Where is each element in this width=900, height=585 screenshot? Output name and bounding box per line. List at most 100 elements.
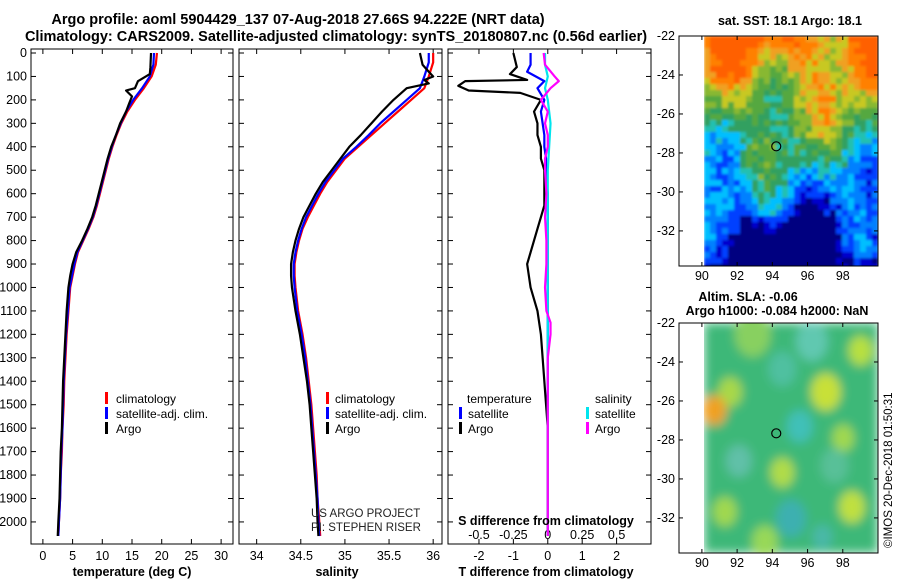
sst-cell bbox=[806, 60, 813, 67]
sst-cell bbox=[734, 186, 741, 193]
sst-cell bbox=[734, 234, 741, 241]
sst-cell bbox=[782, 180, 789, 187]
sst-cell bbox=[818, 78, 825, 85]
sst-cell bbox=[842, 246, 849, 253]
sst-cell bbox=[830, 54, 837, 61]
depth-tick-label: 1600 bbox=[0, 421, 27, 435]
sst-cell bbox=[716, 108, 723, 115]
sst-cell bbox=[842, 204, 849, 211]
sst-cell bbox=[722, 222, 729, 229]
sst-cell bbox=[812, 186, 819, 193]
sst-cell bbox=[842, 126, 849, 133]
sst-cell bbox=[716, 36, 723, 43]
sla-map-title-line1: Altim. SLA: -0.06 bbox=[698, 290, 797, 304]
sst-cell bbox=[710, 156, 717, 163]
sst-cell bbox=[752, 138, 759, 145]
sst-cell bbox=[800, 234, 807, 241]
sst-map-frame bbox=[678, 35, 879, 267]
sst-cell bbox=[860, 84, 867, 91]
sst-cell bbox=[824, 120, 831, 127]
sst-cell bbox=[722, 120, 729, 127]
sst-cell bbox=[728, 120, 735, 127]
sst-cell bbox=[734, 96, 741, 103]
sst-cell bbox=[794, 156, 801, 163]
sst-cell bbox=[812, 198, 819, 205]
sst-cell bbox=[740, 264, 747, 266]
sst-cell bbox=[854, 150, 861, 157]
sst-cell bbox=[716, 174, 723, 181]
sst-cell bbox=[872, 198, 878, 205]
sst-cell bbox=[830, 108, 837, 115]
x-tick-label: 35.5 bbox=[377, 549, 401, 563]
sst-cell bbox=[812, 228, 819, 235]
sst-cell bbox=[716, 48, 723, 55]
s-diff-argo-line bbox=[539, 52, 560, 536]
sst-cell bbox=[746, 168, 753, 175]
sst-cell bbox=[854, 210, 861, 217]
sla-blob bbox=[820, 448, 849, 484]
sst-cell bbox=[818, 156, 825, 163]
depth-tick-label: 500 bbox=[6, 163, 27, 177]
sst-cell bbox=[764, 48, 771, 55]
sst-cell bbox=[806, 72, 813, 79]
sst-cell bbox=[752, 84, 759, 91]
sst-cell bbox=[776, 120, 783, 127]
depth-tick-label: 200 bbox=[6, 93, 27, 107]
sst-cell bbox=[842, 48, 849, 55]
sst-cell bbox=[740, 120, 747, 127]
sst-cell bbox=[716, 180, 723, 187]
sst-cell bbox=[788, 252, 795, 259]
sst-cell bbox=[824, 108, 831, 115]
sst-cell bbox=[836, 168, 843, 175]
sst-cell bbox=[794, 204, 801, 211]
sst-cell bbox=[734, 216, 741, 223]
sst-cell bbox=[860, 102, 867, 109]
sst-cell bbox=[734, 174, 741, 181]
sst-cell bbox=[794, 210, 801, 217]
sst-cell bbox=[716, 72, 723, 79]
sst-cell bbox=[734, 228, 741, 235]
sst-cell bbox=[830, 84, 837, 91]
sst-cell bbox=[830, 66, 837, 73]
sst-cell bbox=[860, 228, 867, 235]
legend-t-satellite-swatch bbox=[459, 407, 462, 419]
sst-cell bbox=[728, 216, 735, 223]
sst-cell bbox=[866, 108, 873, 115]
sst-cell bbox=[764, 222, 771, 229]
sla-blob bbox=[812, 524, 833, 550]
sst-cell bbox=[806, 234, 813, 241]
sst-cell bbox=[842, 72, 849, 79]
sst-cell bbox=[770, 216, 777, 223]
sst-cell bbox=[734, 198, 741, 205]
sst-cell bbox=[776, 198, 783, 205]
sst-cell bbox=[848, 150, 855, 157]
sst-cell bbox=[824, 48, 831, 55]
sst-cell bbox=[776, 234, 783, 241]
sst-cell bbox=[710, 132, 717, 139]
sst-cell bbox=[824, 36, 831, 43]
sst-cell bbox=[704, 114, 711, 121]
argo-location-marker bbox=[771, 428, 782, 439]
sst-cell bbox=[722, 198, 729, 205]
sst-cell bbox=[788, 72, 795, 79]
sst-cell bbox=[830, 102, 837, 109]
sst-cell bbox=[848, 84, 855, 91]
sst-cell bbox=[866, 246, 873, 253]
sst-cell bbox=[782, 84, 789, 91]
sst-cell bbox=[824, 222, 831, 229]
sst-cell bbox=[746, 258, 753, 265]
sst-cell bbox=[836, 108, 843, 115]
sst-cell bbox=[800, 36, 807, 43]
x-tick-label: 0 bbox=[544, 549, 551, 563]
sst-cell bbox=[776, 96, 783, 103]
sst-cell bbox=[866, 234, 873, 241]
sst-cell bbox=[734, 48, 741, 55]
sst-cell bbox=[854, 54, 861, 61]
sst-cell bbox=[806, 210, 813, 217]
sst-cell bbox=[764, 150, 771, 157]
sst-cell bbox=[872, 108, 878, 115]
sst-cell bbox=[764, 198, 771, 205]
sst-cell bbox=[806, 42, 813, 49]
sst-cell bbox=[728, 222, 735, 229]
sst-cell bbox=[728, 54, 735, 61]
